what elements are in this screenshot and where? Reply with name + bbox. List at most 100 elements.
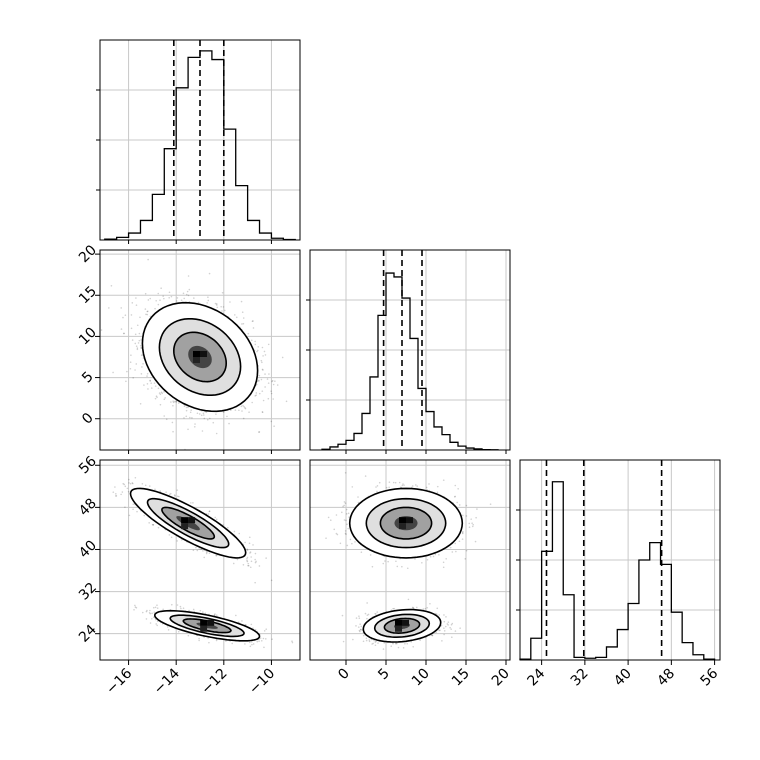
scatter-point (215, 639, 218, 642)
scatter-point (149, 379, 151, 382)
scatter-point (208, 272, 211, 275)
scatter-point (156, 607, 159, 609)
scatter-point (155, 299, 157, 302)
scatter-point (122, 332, 125, 335)
histogram-panel-param2 (306, 249, 511, 454)
scatter-point (260, 359, 263, 362)
scatter-point (157, 387, 160, 390)
scatter-point (254, 561, 257, 564)
scatter-point (157, 292, 160, 295)
scatter-point (207, 296, 209, 299)
scatter-point (160, 391, 163, 394)
scatter-point (122, 316, 124, 319)
scatter-point (182, 607, 185, 610)
scatter-point (202, 611, 204, 613)
scatter-point (149, 609, 151, 612)
scatter-point (142, 362, 144, 365)
scatter-point (159, 393, 162, 396)
scatter-point (131, 339, 134, 341)
scatter-point (120, 328, 123, 330)
scatter-point (112, 371, 114, 374)
panel-frame (309, 249, 511, 451)
scatter-point (237, 621, 240, 623)
scatter-point (267, 343, 270, 346)
scatter-point (100, 329, 103, 331)
scatter-point (249, 552, 251, 554)
scatter-point (154, 606, 157, 609)
scatter-point (274, 380, 276, 382)
scatter-point (254, 395, 257, 397)
scatter-point (172, 430, 174, 433)
scatter-point (226, 526, 229, 529)
scatter-point (170, 401, 172, 403)
scatter-point (176, 297, 179, 299)
scatter-point (256, 350, 258, 353)
scatter-point (136, 510, 138, 513)
scatter-point (157, 303, 160, 306)
scatter-point (156, 396, 158, 399)
scatter-point (258, 374, 261, 377)
scatter-point (234, 409, 237, 411)
scatter-point (285, 400, 288, 403)
scatter-point (124, 506, 126, 508)
density-content (112, 476, 300, 649)
scatter-point (236, 558, 239, 561)
scatter-point (176, 540, 178, 542)
scatter-point (242, 417, 245, 420)
scatter-point (194, 423, 196, 425)
scatter-point (126, 487, 129, 490)
scatter-point (185, 406, 188, 409)
scatter-point (263, 630, 266, 632)
scatter-point (271, 638, 273, 641)
scatter-point (220, 305, 222, 308)
scatter-point (143, 384, 145, 386)
scatter-point (154, 488, 156, 491)
scatter-point (247, 332, 250, 335)
scatter-point (131, 302, 134, 304)
scatter-point (216, 306, 219, 309)
scatter-point (229, 301, 231, 303)
scatter-point (258, 431, 260, 433)
scatter-point (132, 508, 134, 511)
scatter-point (248, 536, 251, 539)
scatter-point (132, 503, 135, 506)
scatter-point (166, 626, 169, 628)
scatter-point (180, 539, 183, 541)
scatter-point (140, 339, 142, 341)
scatter-point (134, 369, 136, 371)
scatter-point (123, 483, 126, 486)
scatter-point (250, 560, 253, 563)
scatter-point (180, 299, 183, 302)
scatter-point (172, 400, 174, 402)
scatter-point (154, 307, 156, 310)
scatter-point (135, 297, 137, 299)
scatter-point (155, 623, 158, 625)
scatter-point (168, 291, 171, 294)
scatter-point (204, 612, 207, 615)
scatter-point (162, 608, 164, 611)
scatter-point (185, 415, 188, 418)
scatter-point (200, 548, 202, 551)
scatter-point (249, 645, 252, 648)
scatter-point (120, 493, 122, 496)
scatter-point (248, 542, 251, 545)
scatter-point (192, 608, 195, 611)
scatter-point (225, 640, 227, 642)
scatter-point (215, 518, 218, 521)
scatter-point (192, 502, 194, 504)
scatter-point (215, 303, 218, 305)
scatter-point (221, 291, 224, 294)
scatter-point (171, 421, 174, 424)
scatter-point (134, 606, 137, 608)
scatter-point (149, 380, 152, 382)
scatter-point (263, 350, 266, 353)
scatter-point (146, 375, 148, 377)
density-content (100, 258, 288, 450)
scatter-point (255, 383, 258, 386)
scatter-point (129, 482, 132, 485)
scatter-point (132, 377, 134, 379)
scatter-point (270, 390, 272, 392)
scatter-point (252, 320, 254, 322)
scatter-point (143, 514, 146, 517)
scatter-point (214, 613, 216, 615)
